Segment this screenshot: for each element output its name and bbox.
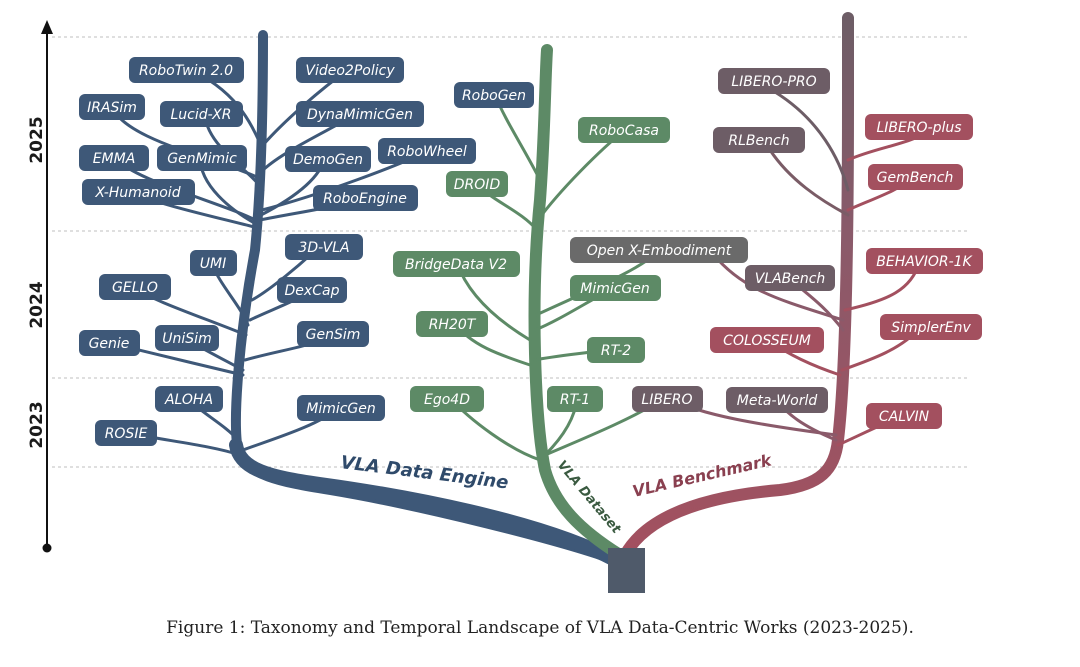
node-unisim[interactable]: UniSim	[162, 331, 211, 347]
node-rt-1[interactable]: RT-1	[560, 392, 590, 408]
year-dividers	[52, 36, 970, 468]
node-open-x-embodiment[interactable]: Open X-Embodiment	[587, 243, 732, 259]
dataset-nodes: RoboGen RoboCasa DROID BridgeData V2 Ope…	[393, 82, 748, 412]
node-calvin[interactable]: CALVIN	[879, 409, 930, 425]
node-rt-2[interactable]: RT-2	[601, 343, 631, 359]
node-libero-plus[interactable]: LIBERO-plus	[876, 120, 961, 136]
node-libero-pro[interactable]: LIBERO-PRO	[731, 74, 816, 90]
node-gembench[interactable]: GemBench	[877, 170, 954, 186]
taxonomy-tree-diagram: 2025 2024 2023	[27, 12, 983, 593]
node-emma[interactable]: EMMA	[93, 151, 136, 167]
node-dexcap[interactable]: DexCap	[285, 283, 340, 299]
node-robotwin[interactable]: RoboTwin 2.0	[139, 63, 233, 79]
node-bridgedata-v2[interactable]: BridgeData V2	[405, 257, 507, 273]
node-irasim[interactable]: IRASim	[87, 100, 137, 116]
node-behavior-1k[interactable]: BEHAVIOR-1K	[876, 254, 973, 270]
node-gensim[interactable]: GenSim	[306, 327, 361, 343]
node-robocasa[interactable]: RoboCasa	[589, 123, 659, 139]
node-robogen[interactable]: RoboGen	[462, 88, 526, 104]
node-lucid-xr[interactable]: Lucid-XR	[170, 107, 231, 123]
node-genmimic[interactable]: GenMimic	[167, 151, 237, 167]
node-x-humanoid[interactable]: X-Humanoid	[94, 185, 180, 201]
node-roboengine[interactable]: RoboEngine	[323, 191, 407, 207]
year-label-2023: 2023	[27, 401, 47, 448]
engine-nodes: RoboTwin 2.0 Video2Policy IRASim Lucid-X…	[79, 57, 476, 446]
tree-root-block	[608, 548, 645, 593]
node-genie[interactable]: Genie	[89, 336, 130, 352]
axis-origin-dot	[42, 543, 52, 553]
node-dynamimicgen[interactable]: DynaMimicGen	[307, 107, 413, 123]
node-rlbench[interactable]: RLBench	[728, 133, 789, 149]
node-rh20t[interactable]: RH20T	[429, 317, 477, 333]
node-robowheel[interactable]: RoboWheel	[387, 144, 467, 160]
node-mimicgen-engine[interactable]: MimicGen	[306, 401, 376, 417]
node-3d-vla[interactable]: 3D-VLA	[298, 240, 349, 256]
node-gello[interactable]: GELLO	[112, 280, 158, 296]
node-droid[interactable]: DROID	[454, 177, 501, 193]
node-libero[interactable]: LIBERO	[641, 392, 692, 408]
node-simplerenv[interactable]: SimplerEnv	[891, 320, 971, 336]
node-mimicgen-dataset[interactable]: MimicGen	[580, 281, 650, 297]
node-vlabench[interactable]: VLABench	[755, 271, 826, 287]
year-label-2025: 2025	[27, 116, 47, 163]
timeline-axis	[41, 20, 53, 553]
node-video2policy[interactable]: Video2Policy	[305, 63, 395, 79]
axis-arrow-icon	[41, 20, 53, 34]
node-meta-world[interactable]: Meta-World	[737, 393, 818, 409]
node-umi[interactable]: UMI	[200, 256, 226, 272]
figure-caption: Figure 1: Taxonomy and Temporal Landscap…	[166, 618, 914, 638]
node-aloha[interactable]: ALOHA	[164, 392, 213, 408]
node-rosie[interactable]: ROSIE	[105, 426, 148, 442]
node-demogen[interactable]: DemoGen	[293, 152, 363, 168]
node-colosseum[interactable]: COLOSSEUM	[723, 333, 811, 349]
year-label-2024: 2024	[27, 281, 47, 328]
benchmark-nodes: LIBERO-PRO RLBench LIBERO-plus GemBench …	[632, 68, 983, 429]
node-ego4d[interactable]: Ego4D	[424, 392, 470, 408]
